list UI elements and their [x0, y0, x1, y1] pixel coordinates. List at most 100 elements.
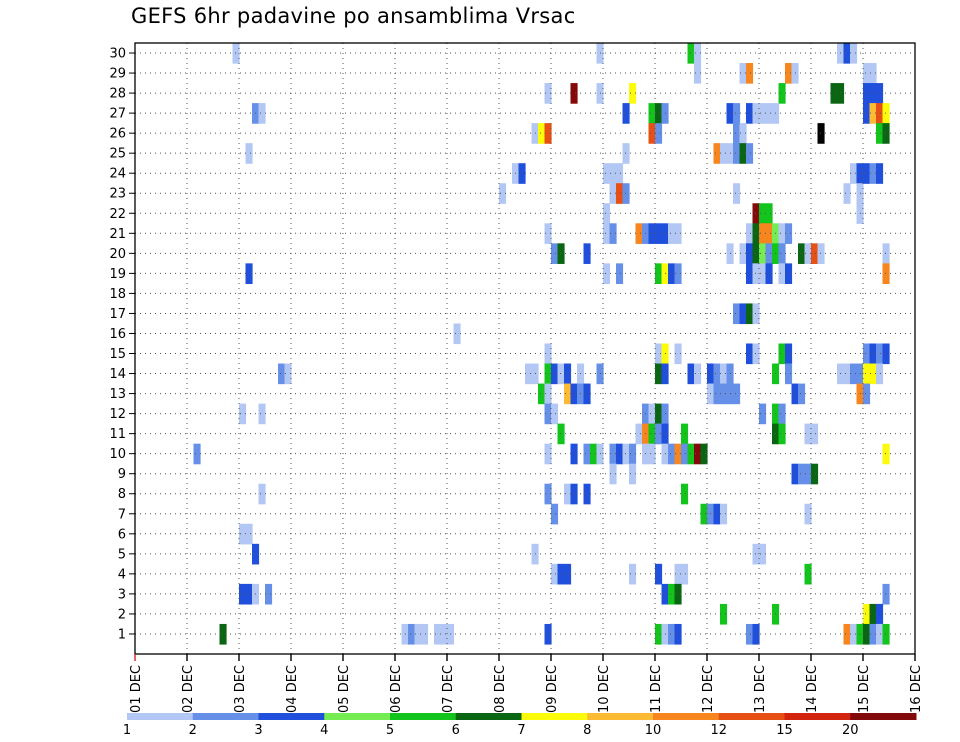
- heatmap-cell: [876, 163, 884, 184]
- heatmap-cell: [629, 443, 637, 465]
- heatmap-cell: [746, 63, 754, 84]
- heatmap-cell: [557, 363, 565, 385]
- y-tick-label: 11: [109, 427, 126, 442]
- heatmap-cell: [785, 343, 793, 365]
- legend-label: 3: [254, 723, 262, 738]
- x-tick-label: 04 DEC: [285, 665, 300, 713]
- heatmap-cell: [655, 103, 663, 124]
- heatmap-cell: [876, 123, 884, 144]
- legend-color-swatch: [653, 713, 720, 720]
- plot-frame: [134, 42, 916, 655]
- heatmap-cell: [551, 563, 559, 585]
- heatmap-cell: [785, 263, 793, 284]
- heatmap-cell: [739, 63, 747, 84]
- heatmap-cell: [700, 503, 708, 525]
- heatmap-cell: [759, 203, 767, 224]
- heatmap-cell: [551, 243, 559, 264]
- heatmap-cell: [882, 243, 890, 264]
- heatmap-cell: [804, 563, 812, 585]
- heatmap-cell: [746, 263, 754, 284]
- heatmap-cell: [648, 223, 656, 244]
- x-tick-label: 10 DEC: [597, 665, 612, 713]
- heatmap-cell: [713, 383, 721, 405]
- x-tick-label: 06 DEC: [389, 665, 404, 713]
- heatmap-cell: [811, 423, 819, 445]
- legend-color-swatch: [258, 713, 325, 720]
- heatmap-cell: [765, 223, 773, 244]
- heatmap-cell: [603, 163, 611, 184]
- x-tick-label: 07 DEC: [441, 665, 456, 713]
- heatmap-cell: [583, 383, 591, 405]
- heatmap-cell: [720, 143, 728, 164]
- heatmap-cell: [687, 363, 695, 385]
- heatmap-cell: [544, 383, 552, 405]
- heatmap-cell: [544, 83, 552, 104]
- heatmap-cell: [603, 263, 611, 284]
- heatmap-cell: [239, 523, 247, 545]
- heatmap-cell: [544, 483, 552, 505]
- heatmap-cell: [603, 203, 611, 224]
- heatmap-cell: [869, 363, 877, 385]
- heatmap-cell: [876, 103, 884, 124]
- x-axis: 01 DEC 02 DEC 03 DEC 04 DEC 05 DEC 06 DEC 07 D…: [129, 654, 924, 713]
- heatmap-cell: [674, 563, 682, 585]
- heatmap-cell: [635, 223, 643, 244]
- heatmap-cell: [551, 363, 559, 385]
- heatmap-cell: [759, 263, 767, 284]
- heatmap-cell: [850, 623, 858, 645]
- y-tick-label: 3: [118, 587, 126, 602]
- heatmap-cell: [564, 563, 572, 585]
- heatmap-cell: [570, 443, 578, 465]
- heatmap-cell: [804, 463, 812, 485]
- legend-color-swatch: [587, 713, 654, 720]
- heatmap-cell: [733, 103, 741, 124]
- heatmap-cell: [811, 243, 819, 264]
- heatmap-cell: [564, 363, 572, 385]
- heatmap-cell: [258, 103, 266, 124]
- heatmap-cell: [245, 583, 253, 605]
- y-tick-label: 21: [109, 227, 126, 242]
- heatmap-cell: [564, 483, 572, 505]
- heatmap-cell: [414, 623, 422, 645]
- heatmap-cell: [850, 163, 858, 184]
- heatmap-cell: [863, 343, 871, 365]
- heatmap-cell: [525, 363, 533, 385]
- heatmap-cell: [746, 243, 754, 264]
- heatmap-cell: [759, 543, 767, 565]
- heatmap-cell: [648, 403, 656, 425]
- heatmap-cell: [739, 303, 747, 325]
- heatmap-cell: [778, 343, 786, 365]
- heatmap-cell: [752, 303, 760, 325]
- heatmap-cell: [245, 143, 253, 164]
- y-tick-label: 19: [109, 267, 126, 282]
- heatmap-cell: [720, 603, 728, 625]
- heatmap-cell: [869, 103, 877, 124]
- heatmap-cell: [622, 103, 630, 124]
- heatmap-cell: [538, 383, 546, 405]
- heatmap-cell: [752, 243, 760, 264]
- legend-color-swatch: [324, 713, 391, 720]
- heatmap-cell: [687, 443, 695, 465]
- x-tick-label: 02 DEC: [181, 665, 196, 713]
- heatmap-cell: [752, 623, 760, 645]
- y-tick-label: 24: [109, 167, 126, 182]
- heatmap-cell: [863, 623, 871, 645]
- heatmap-cell: [752, 203, 760, 224]
- heatmap-cell: [817, 243, 825, 264]
- legend-label: 20: [842, 723, 859, 738]
- y-tick-label: 29: [109, 67, 126, 82]
- color-legend: 1 2 3 4 5 6 7 8 10 12 15 20: [123, 713, 917, 738]
- legend-label: 12: [710, 723, 727, 738]
- y-tick-label: 26: [109, 127, 126, 142]
- heatmap-cell: [746, 223, 754, 244]
- heatmap-cell: [817, 123, 825, 144]
- heatmap-cell: [733, 383, 741, 405]
- heatmap-cell: [258, 483, 266, 505]
- heatmap-cell: [843, 43, 851, 64]
- heatmap-cell: [811, 463, 819, 485]
- heatmap-cell: [863, 163, 871, 184]
- heatmap-cell: [752, 223, 760, 244]
- heatmap-cell: [440, 623, 448, 645]
- y-tick-label: 1: [118, 627, 126, 642]
